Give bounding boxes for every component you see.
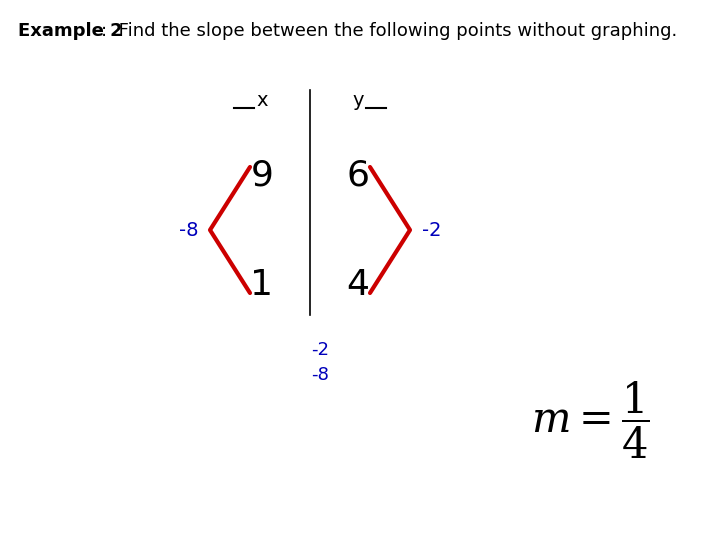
Text: 1: 1 [251, 268, 274, 302]
Text: -2: -2 [422, 220, 441, 240]
Text: -8: -8 [179, 220, 198, 240]
Text: :  Find the slope between the following points without graphing.: : Find the slope between the following p… [101, 22, 678, 40]
Text: y: y [352, 91, 364, 110]
Text: $m = \dfrac{1}{4}$: $m = \dfrac{1}{4}$ [531, 380, 649, 461]
Text: 6: 6 [346, 158, 369, 192]
Text: -8: -8 [311, 366, 329, 384]
Text: Example 2: Example 2 [18, 22, 122, 40]
Text: x: x [256, 91, 268, 110]
Text: -2: -2 [311, 341, 329, 359]
Text: 9: 9 [251, 158, 274, 192]
Text: 4: 4 [346, 268, 369, 302]
